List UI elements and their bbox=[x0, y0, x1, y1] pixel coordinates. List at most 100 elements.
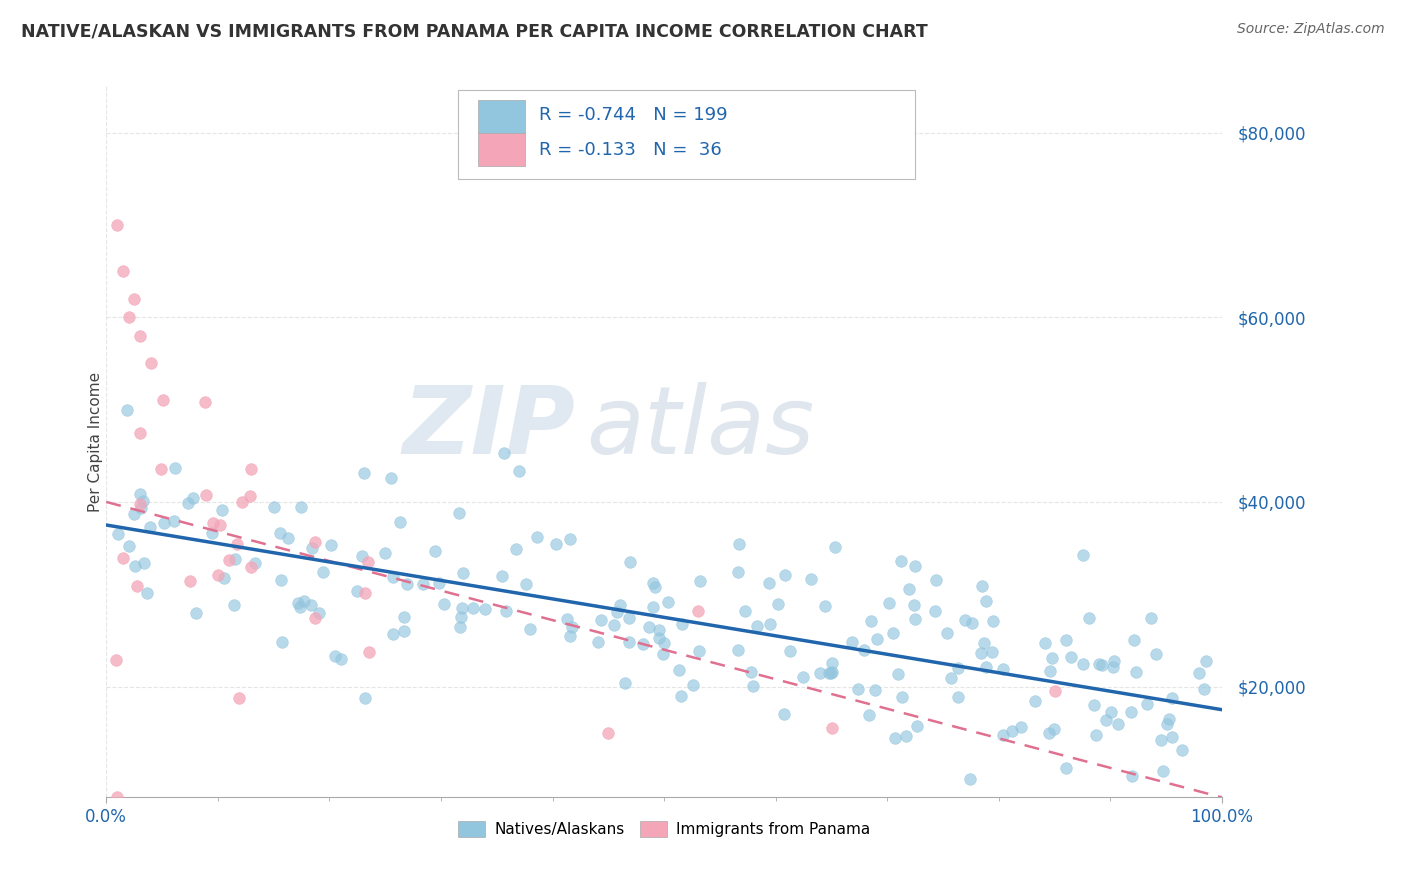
Point bbox=[688, 604, 710, 618]
Point bbox=[201, 525, 224, 540]
Point bbox=[1119, 705, 1142, 719]
Point bbox=[820, 721, 842, 735]
Point bbox=[115, 402, 138, 417]
Point bbox=[939, 671, 962, 685]
Point bbox=[139, 520, 162, 534]
Point bbox=[904, 612, 927, 626]
Point bbox=[648, 631, 671, 645]
Point bbox=[924, 604, 946, 618]
Point bbox=[412, 576, 434, 591]
Point bbox=[117, 539, 139, 553]
Point bbox=[544, 537, 567, 551]
Point bbox=[560, 629, 582, 643]
Point bbox=[894, 730, 917, 744]
Point bbox=[354, 585, 377, 599]
Point bbox=[357, 644, 380, 658]
FancyBboxPatch shape bbox=[478, 133, 524, 166]
Point bbox=[654, 635, 676, 649]
Point bbox=[818, 665, 841, 680]
Point bbox=[773, 706, 796, 721]
Point bbox=[453, 566, 475, 581]
Point bbox=[270, 635, 292, 649]
Point bbox=[858, 707, 880, 722]
Point bbox=[657, 595, 679, 609]
Point bbox=[290, 500, 312, 515]
Point bbox=[211, 503, 233, 517]
Point bbox=[117, 310, 139, 325]
Point bbox=[149, 462, 172, 476]
Point bbox=[974, 593, 997, 607]
Point bbox=[882, 626, 904, 640]
Point bbox=[224, 551, 246, 566]
Point bbox=[392, 624, 415, 639]
Point bbox=[505, 541, 527, 556]
Point bbox=[671, 616, 693, 631]
Point bbox=[935, 626, 957, 640]
Point bbox=[201, 516, 224, 531]
Point bbox=[904, 559, 927, 574]
Point bbox=[727, 565, 749, 579]
Point bbox=[598, 726, 620, 740]
Point bbox=[207, 567, 229, 582]
Point bbox=[814, 599, 837, 613]
Point bbox=[290, 600, 312, 615]
Point bbox=[619, 555, 641, 569]
Point bbox=[228, 691, 250, 706]
Point bbox=[617, 635, 640, 649]
Point bbox=[395, 577, 418, 591]
Point bbox=[1107, 716, 1129, 731]
Point bbox=[877, 596, 900, 610]
Point bbox=[128, 487, 150, 501]
Point bbox=[981, 615, 1004, 629]
Point bbox=[139, 356, 162, 370]
Point bbox=[1140, 611, 1163, 625]
Point bbox=[865, 632, 887, 646]
Point bbox=[277, 531, 299, 545]
Point bbox=[515, 576, 537, 591]
Point bbox=[1088, 657, 1111, 671]
Point bbox=[1136, 697, 1159, 711]
Text: Source: ZipAtlas.com: Source: ZipAtlas.com bbox=[1237, 22, 1385, 37]
Point bbox=[1157, 712, 1180, 726]
Point bbox=[740, 665, 762, 680]
Point bbox=[304, 611, 326, 625]
Point bbox=[648, 623, 671, 637]
Point bbox=[1071, 657, 1094, 671]
Point bbox=[380, 471, 402, 485]
Point bbox=[884, 731, 907, 745]
Point bbox=[208, 518, 231, 533]
Point bbox=[111, 551, 134, 566]
Point bbox=[606, 606, 628, 620]
Point bbox=[132, 493, 155, 508]
Point bbox=[1091, 658, 1114, 673]
Text: ZIP: ZIP bbox=[402, 382, 575, 474]
Point bbox=[389, 515, 412, 529]
Point bbox=[863, 682, 886, 697]
Point bbox=[194, 488, 217, 502]
Point bbox=[1144, 647, 1167, 661]
Point bbox=[1043, 684, 1066, 698]
Point bbox=[463, 600, 485, 615]
Point bbox=[526, 530, 548, 544]
FancyBboxPatch shape bbox=[458, 90, 915, 178]
Point bbox=[321, 538, 343, 552]
Point bbox=[350, 549, 373, 563]
Point bbox=[346, 584, 368, 599]
Point bbox=[218, 552, 240, 566]
Point bbox=[1102, 659, 1125, 673]
Point bbox=[897, 582, 920, 596]
Point bbox=[304, 535, 326, 549]
Point bbox=[1077, 610, 1099, 624]
Point bbox=[969, 646, 991, 660]
Point bbox=[194, 395, 217, 409]
Point bbox=[905, 718, 928, 732]
Point bbox=[619, 611, 641, 625]
Point bbox=[122, 507, 145, 521]
Point bbox=[946, 690, 969, 704]
Point bbox=[179, 574, 201, 588]
Point bbox=[474, 602, 496, 616]
Point bbox=[270, 573, 292, 587]
Point bbox=[519, 622, 541, 636]
Point bbox=[1194, 682, 1216, 697]
Point bbox=[301, 541, 323, 555]
